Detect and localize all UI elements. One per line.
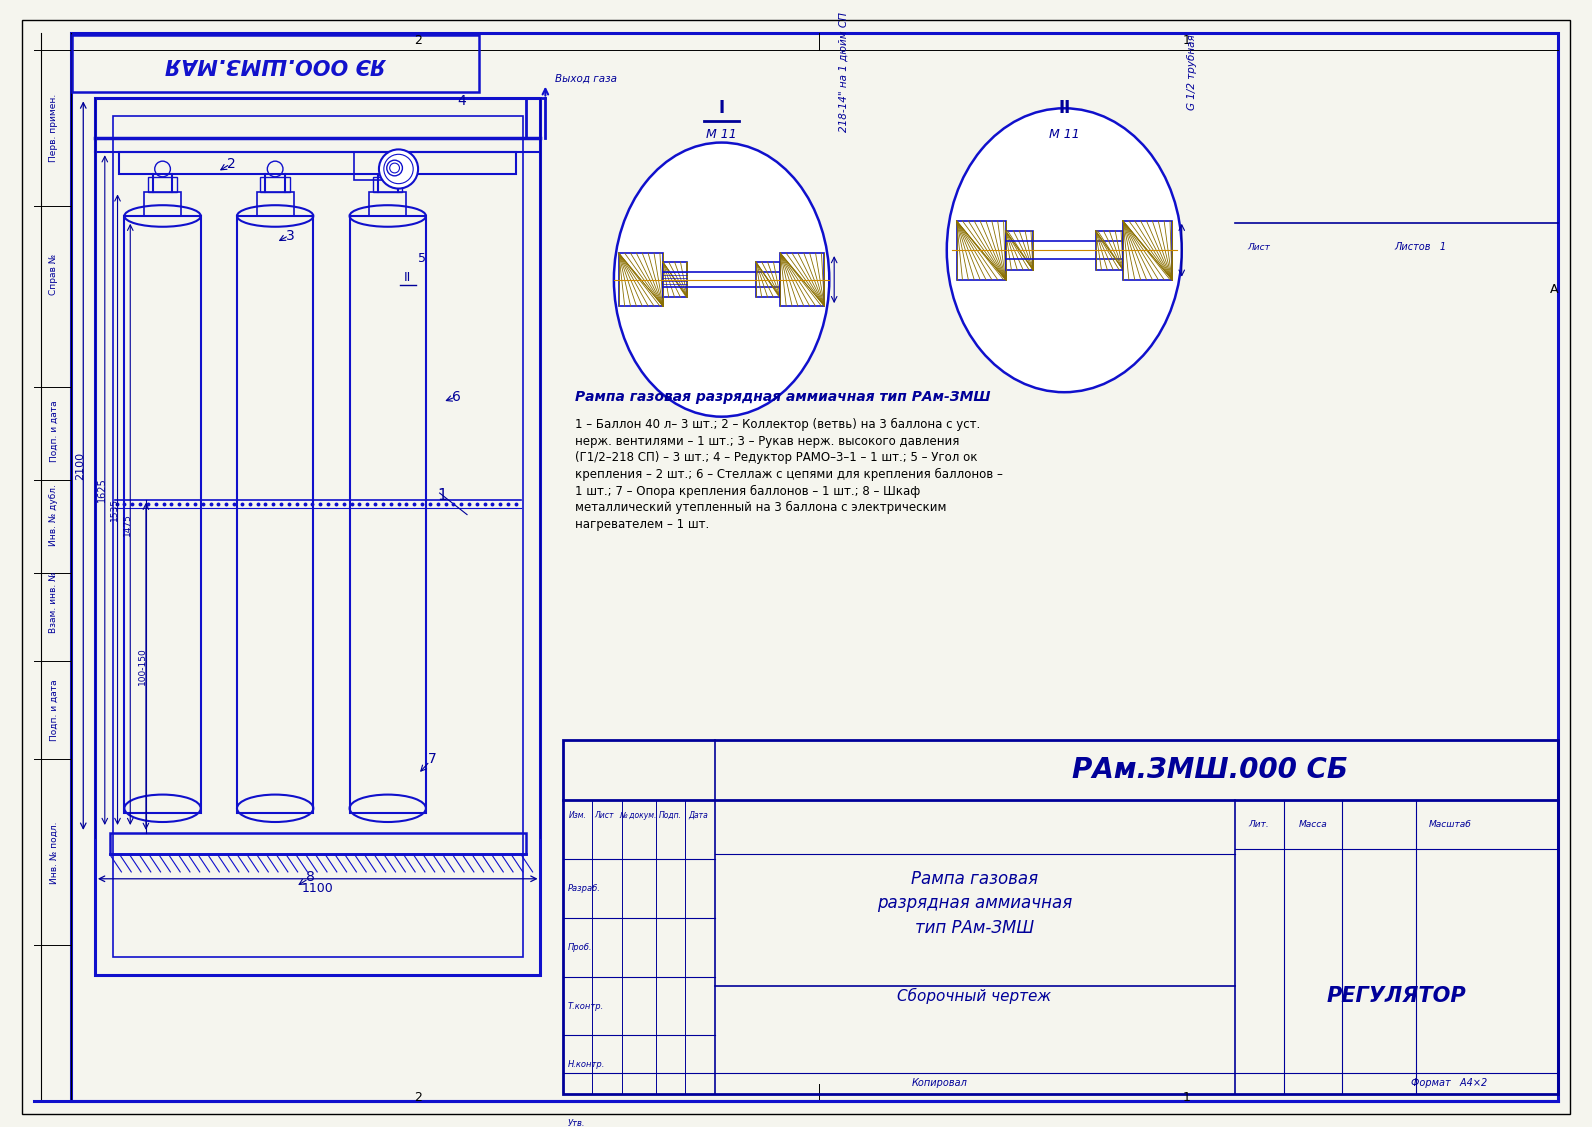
Bar: [119, 152, 516, 174]
Text: Дата: Дата: [688, 810, 708, 819]
Text: тип РАм-ЗМШ: тип РАм-ЗМШ: [915, 919, 1033, 937]
Bar: [350, 216, 427, 814]
Text: нерж. вентилями – 1 шт.; 3 – Рукав нерж. высокого давления: нерж. вентилями – 1 шт.; 3 – Рукав нерж.…: [575, 435, 958, 447]
Text: Разраб.: Разраб.: [568, 884, 600, 893]
Bar: [1006, 231, 1033, 269]
Bar: [756, 261, 780, 298]
Text: ЯЭ ООО.ШМЗ.МАЯ: ЯЭ ООО.ШМЗ.МАЯ: [166, 54, 387, 74]
Text: Сборочный чертеж: Сборочный чертеж: [898, 988, 1051, 1004]
Text: нагревателем – 1 шт.: нагревателем – 1 шт.: [575, 518, 708, 531]
Bar: [1095, 231, 1122, 269]
Text: Рампа газовая: Рампа газовая: [911, 870, 1038, 888]
Text: Формат   А4×2: Формат А4×2: [1411, 1079, 1487, 1089]
Text: Справ №: Справ №: [49, 255, 59, 295]
Text: 2: 2: [414, 1091, 422, 1103]
Text: Подп.: Подп.: [659, 810, 683, 819]
Bar: [237, 216, 314, 814]
Bar: [113, 116, 522, 957]
Text: 1 – Баллон 40 л– 3 шт.; 2 – Коллектор (ветвь) на 3 баллона с уст.: 1 – Баллон 40 л– 3 шт.; 2 – Коллектор (в…: [575, 418, 981, 431]
Text: Перв. примен.: Перв. примен.: [49, 94, 59, 162]
Text: 3: 3: [287, 229, 295, 242]
Text: Инв. № подл.: Инв. № подл.: [49, 822, 59, 884]
Text: Проб.: Проб.: [568, 943, 592, 952]
Text: Подп. и дата: Подп. и дата: [49, 400, 59, 462]
Bar: [261, 177, 290, 192]
Bar: [1122, 221, 1172, 279]
Text: 1475: 1475: [123, 513, 132, 535]
Bar: [124, 216, 201, 814]
Text: 1535: 1535: [110, 498, 119, 521]
Bar: [619, 254, 662, 307]
Text: A: A: [1549, 283, 1559, 296]
Text: РЕГУЛЯТОР: РЕГУЛЯТОР: [1326, 986, 1466, 1006]
Text: 5: 5: [419, 251, 427, 265]
Text: G 1/2 трубная: G 1/2 трубная: [1186, 34, 1197, 110]
Text: II: II: [1059, 99, 1070, 117]
Text: 1: 1: [1183, 1091, 1191, 1103]
Text: Взам. инв. №: Взам. инв. №: [49, 571, 59, 633]
Text: II: II: [403, 272, 411, 284]
Text: (Г1/2–218 СП) – 3 шт.; 4 – Редуктор РАМО–3–1 – 1 шт.; 5 – Угол ок: (Г1/2–218 СП) – 3 шт.; 4 – Редуктор РАМО…: [575, 451, 977, 464]
Text: Утв.: Утв.: [568, 1119, 586, 1127]
Ellipse shape: [947, 108, 1181, 392]
Bar: [96, 98, 540, 975]
Text: разрядная аммиачная: разрядная аммиачная: [877, 894, 1071, 912]
Bar: [143, 192, 181, 216]
Text: 1100: 1100: [301, 882, 333, 895]
Bar: [369, 192, 406, 216]
Text: 2: 2: [228, 157, 236, 171]
Text: Масса: Масса: [1299, 820, 1328, 829]
Text: Масштаб: Масштаб: [1428, 820, 1471, 829]
Text: Копировал: Копировал: [912, 1079, 968, 1089]
Text: крепления – 2 шт.; 6 – Стеллаж с цепями для крепления баллонов –: крепления – 2 шт.; 6 – Стеллаж с цепями …: [575, 468, 1003, 481]
Text: 7: 7: [428, 753, 436, 766]
Bar: [662, 261, 688, 298]
Text: 6: 6: [452, 390, 462, 405]
Bar: [355, 152, 388, 179]
Text: 1625: 1625: [97, 478, 107, 503]
Text: 2: 2: [414, 34, 422, 47]
Text: Изм.: Изм.: [568, 810, 586, 819]
Text: 4: 4: [457, 95, 466, 108]
Text: металлический утепленный на 3 баллона с электрическим: металлический утепленный на 3 баллона с …: [575, 502, 946, 514]
Bar: [373, 177, 403, 192]
Text: Рампа газовая разрядная аммиачная тип РАм-ЗМШ: Рампа газовая разрядная аммиачная тип РА…: [575, 390, 990, 405]
Text: 1 шт.; 7 – Опора крепления баллонов – 1 шт.; 8 – Шкаф: 1 шт.; 7 – Опора крепления баллонов – 1 …: [575, 485, 920, 498]
Text: 2100: 2100: [75, 452, 86, 480]
Bar: [780, 254, 825, 307]
Text: Н.контр.: Н.контр.: [568, 1061, 605, 1070]
Text: Лит.: Лит.: [1248, 820, 1269, 829]
Text: 100-150: 100-150: [137, 647, 146, 685]
Bar: [256, 192, 295, 216]
Text: 1: 1: [1183, 34, 1191, 47]
Bar: [110, 833, 525, 854]
Text: 8: 8: [306, 870, 314, 884]
Circle shape: [379, 150, 419, 188]
Text: Лист: Лист: [1248, 242, 1270, 251]
Text: Листов   1: Листов 1: [1395, 242, 1447, 252]
Text: Выход газа: Выход газа: [556, 74, 618, 83]
Text: Т.контр.: Т.контр.: [568, 1002, 603, 1011]
Text: I: I: [718, 99, 724, 117]
Text: Инв. № дубл.: Инв. № дубл.: [49, 483, 59, 545]
Text: Подп. и дата: Подп. и дата: [49, 680, 59, 742]
Text: № докум.: № докум.: [619, 810, 657, 819]
Text: М 11: М 11: [707, 128, 737, 141]
Bar: [148, 177, 177, 192]
Bar: [957, 221, 1006, 279]
Text: 218-14" на 1 дюйм СП: 218-14" на 1 дюйм СП: [839, 12, 849, 132]
Ellipse shape: [615, 142, 829, 417]
Text: Лист: Лист: [594, 810, 615, 819]
Bar: [564, 739, 1557, 1094]
Text: РАм.ЗМШ.000 СБ: РАм.ЗМШ.000 СБ: [1071, 756, 1347, 784]
Text: 1: 1: [438, 488, 447, 503]
Bar: [384, 159, 406, 177]
Text: М 11: М 11: [1049, 128, 1079, 141]
Bar: [73, 35, 479, 91]
